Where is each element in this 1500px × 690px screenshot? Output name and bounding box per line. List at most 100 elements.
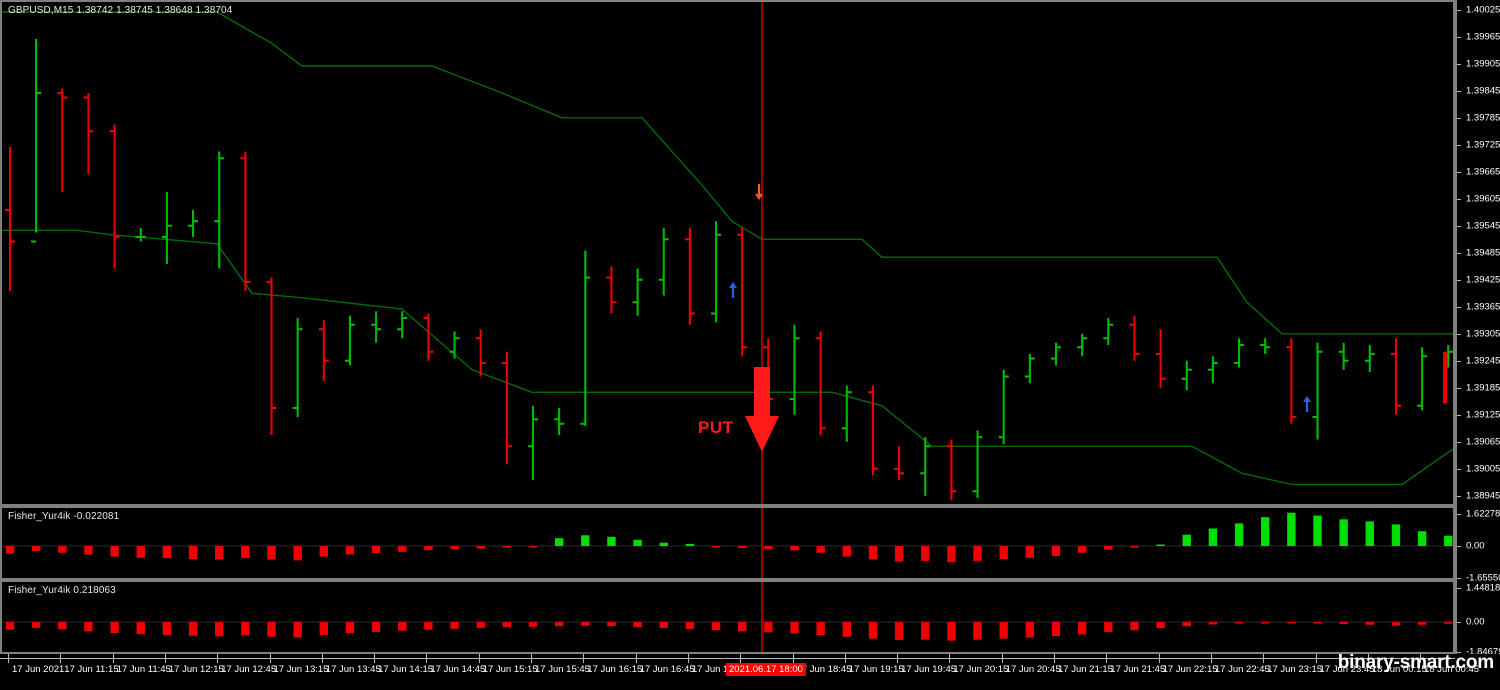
time-label: 17 Jun 11:15	[64, 664, 119, 675]
histogram-bar	[711, 546, 721, 548]
indicator-2-canvas	[2, 582, 1453, 652]
time-label: 18 Jun 00:45	[1424, 664, 1480, 675]
indicator-panel-fisher-1[interactable]: Fisher_Yur4ik -0.022081	[0, 506, 1455, 580]
time-label: 17 Jun 12:45	[221, 664, 277, 675]
price-tick	[1457, 10, 1461, 11]
time-tick	[531, 654, 532, 663]
histogram-bar	[528, 546, 538, 548]
price-tick	[1457, 91, 1461, 92]
price-tick	[1457, 226, 1461, 227]
histogram-bar	[554, 538, 564, 546]
histogram-bar	[842, 546, 851, 557]
time-tick	[1001, 654, 1003, 663]
time-tick	[8, 654, 9, 663]
time-label: 17 Jun 2021	[12, 664, 65, 675]
histogram-bar	[267, 622, 276, 637]
histogram-bar	[764, 546, 773, 549]
histogram-bar	[84, 622, 93, 632]
time-tick	[1054, 654, 1055, 663]
histogram-bar	[868, 546, 878, 560]
histogram-bar	[1261, 517, 1270, 546]
histogram-bar	[1077, 546, 1087, 553]
arrow-head	[1303, 396, 1311, 402]
histogram-bar	[136, 546, 145, 558]
histogram-bar	[999, 546, 1008, 560]
histogram-bar	[58, 622, 67, 630]
histogram-bar	[633, 539, 642, 546]
histogram-bar	[215, 622, 224, 637]
time-label: 17 Jun 20:45	[1005, 664, 1061, 675]
price-tick	[1457, 334, 1461, 335]
price-tick	[1457, 253, 1461, 254]
time-label: 17 Jun 23:45	[1319, 664, 1375, 675]
time-label: 17 Jun 13:45	[325, 664, 381, 675]
histogram-bar	[345, 622, 355, 634]
time-scale-axis[interactable]: 2021.06.17 18:00 17 Jun 2021 17 Jun 11:15…	[0, 654, 1500, 690]
time-label: 17 Jun 15:45	[535, 664, 590, 675]
indicator-panel-fisher-2[interactable]: Fisher_Yur4ik 0.218063	[0, 580, 1455, 654]
histogram-bar	[1182, 622, 1191, 627]
price-label: 1.39665	[1466, 166, 1500, 178]
time-axis-line	[0, 658, 1455, 659]
histogram-bar	[31, 546, 41, 552]
histogram-bar	[188, 622, 198, 636]
histogram-bar	[162, 622, 172, 635]
time-tick	[217, 654, 219, 663]
histogram-bar	[31, 622, 41, 628]
histogram-bar	[215, 546, 224, 560]
time-label: 17 Jun 17:15	[691, 664, 747, 675]
histogram-bar	[711, 622, 721, 631]
histogram-bar	[685, 543, 695, 546]
price-label: 1.39785	[1466, 112, 1500, 124]
histogram-bars	[5, 622, 1453, 641]
indicator-scale-label: 1.622782	[1466, 508, 1500, 520]
histogram-bar	[110, 622, 119, 633]
time-label: 17 Jun 13:15	[273, 664, 329, 675]
histogram-bar	[398, 546, 407, 552]
histogram-bar	[293, 622, 302, 638]
histogram-bar	[1391, 524, 1401, 546]
price-label: 1.39545	[1466, 220, 1500, 232]
time-tick	[792, 654, 794, 663]
price-tick	[1457, 496, 1461, 497]
main-price-chart[interactable]: GBPUSD,M15 1.38742 1.38745 1.38648 1.387…	[0, 0, 1455, 506]
histogram-bar	[1287, 622, 1296, 624]
histogram-bar	[450, 546, 459, 549]
histogram-bar	[476, 622, 485, 628]
histogram-bar	[1051, 622, 1061, 637]
price-label: 1.39065	[1466, 436, 1500, 448]
price-tick	[1457, 415, 1461, 416]
price-scale-axis[interactable]: 1.40025 1.39965 1.39905 1.39845 1.39785 1.397…	[1455, 0, 1500, 658]
time-label: 17 Jun 14:15	[378, 664, 434, 675]
put-arrow-shaft	[754, 367, 770, 416]
histogram-bar	[241, 622, 250, 636]
time-label: 17 Jun 19:15	[848, 664, 904, 675]
chart-symbol-label: GBPUSD,M15 1.38742 1.38745 1.38648 1.387…	[8, 5, 233, 16]
histogram-bar	[319, 546, 328, 557]
indicator-scale-tick	[1457, 578, 1461, 579]
price-label: 1.39485	[1466, 247, 1500, 259]
histogram-bar	[502, 546, 512, 548]
time-label: 17 Jun 18:45	[796, 664, 852, 675]
put-signal-label: PUT	[698, 418, 734, 437]
put-arrow-head	[745, 416, 779, 452]
price-label: 1.38945	[1466, 490, 1500, 502]
histogram-bar	[1025, 622, 1035, 638]
time-tick	[1263, 654, 1265, 663]
time-label: 17 Jun 16:45	[639, 664, 695, 675]
histogram-bar	[581, 622, 590, 626]
histogram-bar	[1130, 622, 1139, 631]
time-label: 17 Jun 19:45	[901, 664, 957, 675]
histogram-bar	[1417, 531, 1427, 546]
histogram-bar	[267, 546, 276, 560]
histogram-bar	[1444, 535, 1453, 546]
histogram-bar	[1051, 546, 1061, 557]
time-tick	[949, 654, 951, 663]
histogram-bar	[607, 536, 616, 546]
site-watermark: binary-smart.com	[1337, 652, 1494, 673]
time-tick	[374, 654, 376, 663]
histogram-bar	[293, 546, 302, 561]
sell-arrow-small	[755, 184, 763, 200]
price-tick	[1457, 64, 1461, 65]
time-tick	[321, 654, 323, 663]
